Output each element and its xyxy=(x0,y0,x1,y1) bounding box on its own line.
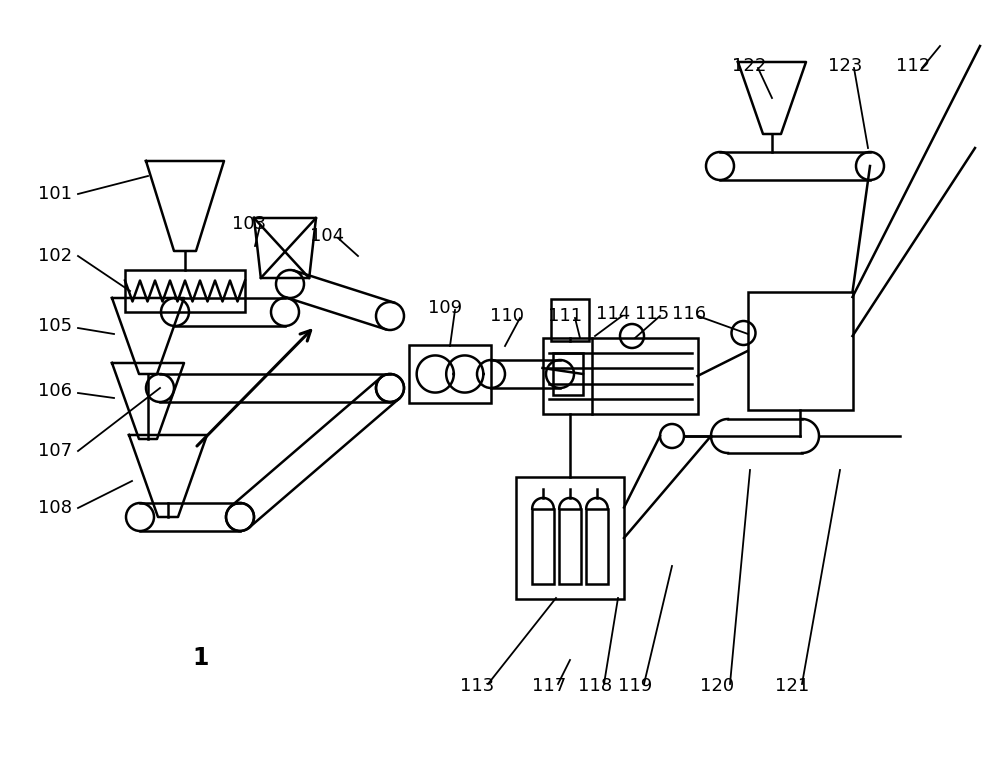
Text: 110: 110 xyxy=(490,307,524,325)
Text: 1: 1 xyxy=(192,646,208,670)
Text: 118: 118 xyxy=(578,677,612,695)
Text: 120: 120 xyxy=(700,677,734,695)
Text: 113: 113 xyxy=(460,677,494,695)
Text: 102: 102 xyxy=(38,247,72,265)
Bar xyxy=(125,270,245,312)
Bar xyxy=(551,299,589,341)
Bar xyxy=(559,509,581,584)
Text: 108: 108 xyxy=(38,499,72,517)
Bar xyxy=(516,477,624,599)
Text: 116: 116 xyxy=(672,305,706,323)
Text: 107: 107 xyxy=(38,442,72,460)
Text: 101: 101 xyxy=(38,185,72,203)
Text: 119: 119 xyxy=(618,677,652,695)
Bar xyxy=(586,509,608,584)
Bar xyxy=(409,345,491,403)
Text: 114: 114 xyxy=(596,305,630,323)
Text: 109: 109 xyxy=(428,299,462,317)
Text: 115: 115 xyxy=(635,305,669,323)
Text: 117: 117 xyxy=(532,677,566,695)
Text: 122: 122 xyxy=(732,57,766,75)
Text: 106: 106 xyxy=(38,382,72,400)
Bar xyxy=(553,353,583,395)
Text: 121: 121 xyxy=(775,677,809,695)
Bar xyxy=(532,509,554,584)
Text: 103: 103 xyxy=(232,215,266,233)
Bar xyxy=(748,292,852,410)
Text: 123: 123 xyxy=(828,57,862,75)
Text: 104: 104 xyxy=(310,227,344,245)
Bar xyxy=(542,338,698,414)
Text: 105: 105 xyxy=(38,317,72,335)
Text: 112: 112 xyxy=(896,57,930,75)
Text: 111: 111 xyxy=(548,307,582,325)
